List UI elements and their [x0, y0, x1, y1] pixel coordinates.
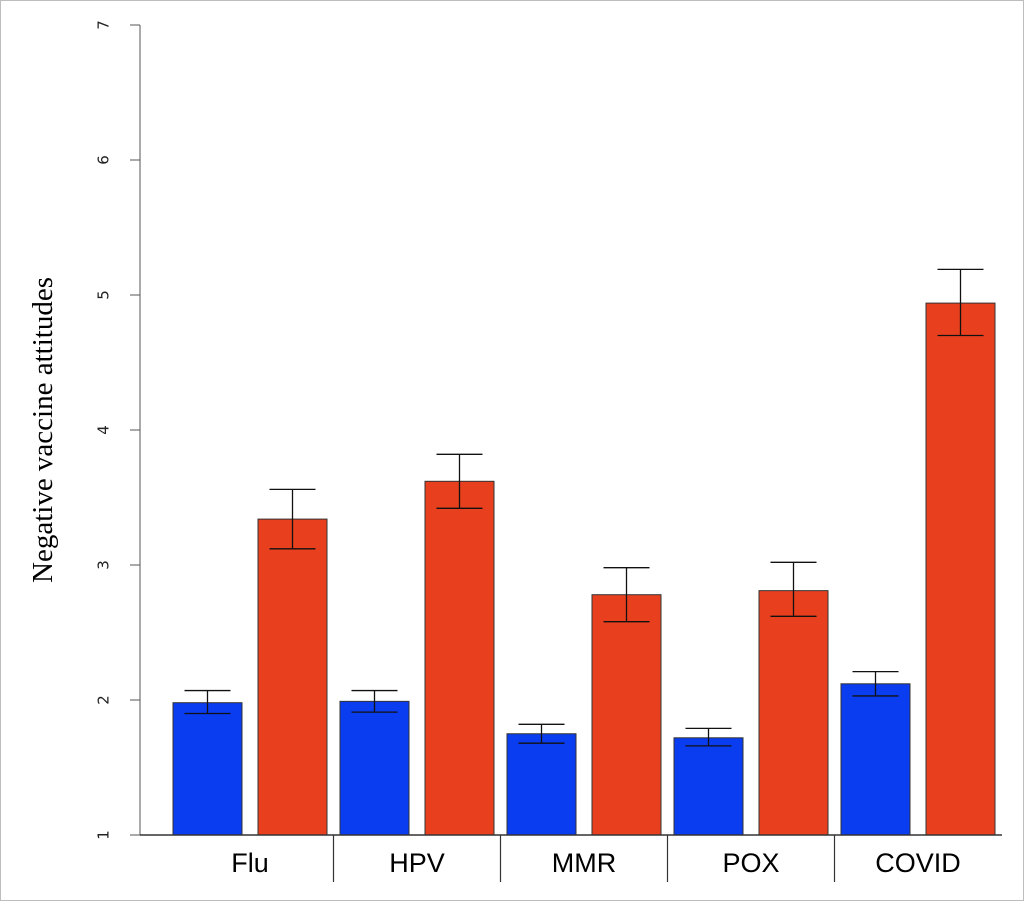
bar	[339, 700, 410, 836]
bar	[758, 590, 829, 836]
bar	[840, 683, 911, 836]
y-tick-label: 4	[95, 425, 113, 435]
y-tick-label: 3	[95, 560, 113, 570]
category-label: HPV	[389, 848, 445, 878]
bar	[591, 594, 662, 836]
category-label: MMR	[552, 848, 616, 878]
y-axis: 1 2 3 4 5 6 7	[95, 20, 141, 840]
y-tick-label: 1	[95, 830, 113, 840]
bars	[172, 302, 996, 836]
bar	[673, 737, 744, 836]
y-tick-label: 7	[95, 20, 113, 30]
bar	[424, 480, 495, 836]
bar	[506, 733, 577, 836]
category-label: Flu	[231, 848, 269, 878]
bar	[172, 702, 243, 836]
y-axis-title: Negative vaccine attitudes	[27, 277, 59, 583]
y-tick-label: 5	[95, 290, 113, 300]
bar	[257, 518, 328, 836]
y-tick-label: 6	[95, 155, 113, 165]
x-axis: Flu HPV MMR POX COVID	[140, 834, 1002, 882]
category-label: COVID	[875, 848, 961, 878]
bar	[925, 302, 996, 836]
category-label: POX	[722, 848, 779, 878]
error-bars	[184, 268, 984, 747]
y-tick-label: 2	[95, 695, 113, 705]
